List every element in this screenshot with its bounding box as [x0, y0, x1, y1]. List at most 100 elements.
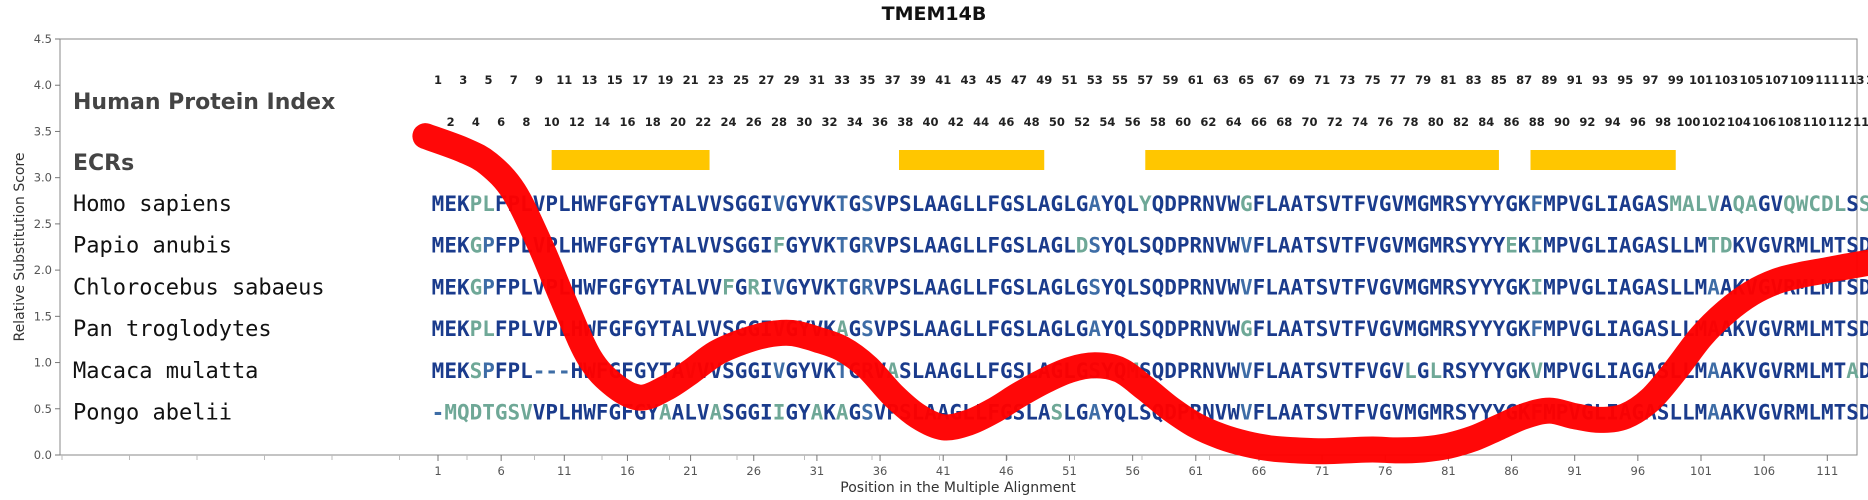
index-label-odd: 49 — [1036, 73, 1052, 87]
index-label-even: 32 — [822, 115, 838, 129]
residue: C — [1808, 192, 1821, 216]
residue: L — [520, 359, 533, 383]
residue: E — [444, 359, 457, 383]
ecr-bar — [898, 150, 1045, 170]
index-label-odd: 45 — [986, 73, 1002, 87]
residue: G — [1000, 234, 1013, 258]
residue: G — [1632, 359, 1645, 383]
residue: F — [773, 234, 786, 258]
residue: - — [558, 359, 571, 383]
residue: I — [773, 401, 786, 425]
residue: V — [811, 275, 824, 299]
residue: R — [1783, 401, 1796, 425]
residue: L — [1404, 359, 1417, 383]
residue: D — [1720, 234, 1733, 258]
residue: L — [520, 275, 533, 299]
x-tick-label: 86 — [1504, 464, 1519, 478]
residue: F — [596, 401, 609, 425]
residue: T — [1303, 359, 1316, 383]
residue: G — [470, 275, 483, 299]
residue: I — [1606, 275, 1619, 299]
residue: L — [912, 359, 925, 383]
residue: V — [1328, 359, 1341, 383]
index-label-odd: 61 — [1188, 73, 1204, 87]
residue: W — [583, 234, 596, 258]
residue: S — [1455, 234, 1468, 258]
residue: S — [722, 192, 735, 216]
residue: G — [1758, 317, 1771, 341]
residue: Q — [1114, 401, 1127, 425]
residue: F — [1253, 192, 1266, 216]
residue: P — [1177, 275, 1190, 299]
residue: A — [672, 317, 685, 341]
index-label-even: 108 — [1777, 115, 1801, 129]
residue: - — [545, 359, 558, 383]
residue: G — [848, 317, 861, 341]
residue: I — [1530, 234, 1543, 258]
index-label-even: 70 — [1301, 115, 1317, 129]
x-axis-label: Position in the Multiple Alignment — [840, 480, 1076, 496]
x-tick-label: 6 — [497, 464, 504, 478]
residue: W — [1796, 192, 1809, 216]
residue: D — [1164, 275, 1177, 299]
index-label-odd: 13 — [582, 73, 598, 87]
residue: S — [861, 192, 874, 216]
residue: A — [1720, 192, 1733, 216]
residue: S — [899, 275, 912, 299]
residue: L — [1682, 234, 1695, 258]
residue: I — [760, 275, 773, 299]
residue: M — [1543, 317, 1556, 341]
residue: A — [659, 401, 672, 425]
residue: G — [785, 401, 798, 425]
residue: P — [507, 275, 520, 299]
index-label-even: 90 — [1554, 115, 1570, 129]
residue: A — [1291, 317, 1304, 341]
residue: A — [1088, 317, 1101, 341]
residue: Y — [1139, 192, 1152, 216]
index-label-odd: 89 — [1541, 73, 1557, 87]
residue: G — [1417, 401, 1430, 425]
residue: S — [1657, 275, 1670, 299]
residue: G — [495, 401, 508, 425]
residue: V — [1568, 192, 1581, 216]
residue: F — [1354, 234, 1367, 258]
residue: F — [1253, 275, 1266, 299]
residue: Y — [1493, 234, 1506, 258]
residue: L — [684, 192, 697, 216]
residue: L — [684, 317, 697, 341]
residue: V — [1707, 192, 1720, 216]
residue: L — [1063, 317, 1076, 341]
residue: R — [1783, 234, 1796, 258]
residue: T — [1303, 401, 1316, 425]
residue: G — [950, 192, 963, 216]
residue: G — [747, 359, 760, 383]
residue: T — [1834, 317, 1847, 341]
residue: L — [962, 317, 975, 341]
residue: N — [1202, 275, 1215, 299]
residue: W — [1227, 359, 1240, 383]
residue: P — [482, 234, 495, 258]
residue: S — [1013, 317, 1026, 341]
residue: R — [1189, 359, 1202, 383]
human-protein-index: 1 3 5 7 9 11 13 15 17 19 21 23 25 27 29 31 33 35 37 39 41 43 4… — [434, 73, 1868, 129]
residue: S — [722, 359, 735, 383]
residue: Y — [1480, 275, 1493, 299]
residue: G — [848, 234, 861, 258]
residue: V — [773, 275, 786, 299]
residue: L — [482, 192, 495, 216]
residue: A — [924, 234, 937, 258]
residue: G — [1076, 317, 1089, 341]
residue: R — [1442, 317, 1455, 341]
residue: T — [1834, 401, 1847, 425]
residue: L — [558, 192, 571, 216]
index-label-odd: 63 — [1213, 73, 1229, 87]
residue: K — [823, 401, 836, 425]
residue: S — [1455, 275, 1468, 299]
residue: D — [1859, 234, 1868, 258]
residue: P — [886, 192, 899, 216]
index-label-even: 68 — [1276, 115, 1292, 129]
residue: L — [482, 317, 495, 341]
residue: A — [1619, 275, 1632, 299]
residue: V — [1215, 192, 1228, 216]
residue: S — [1316, 192, 1329, 216]
